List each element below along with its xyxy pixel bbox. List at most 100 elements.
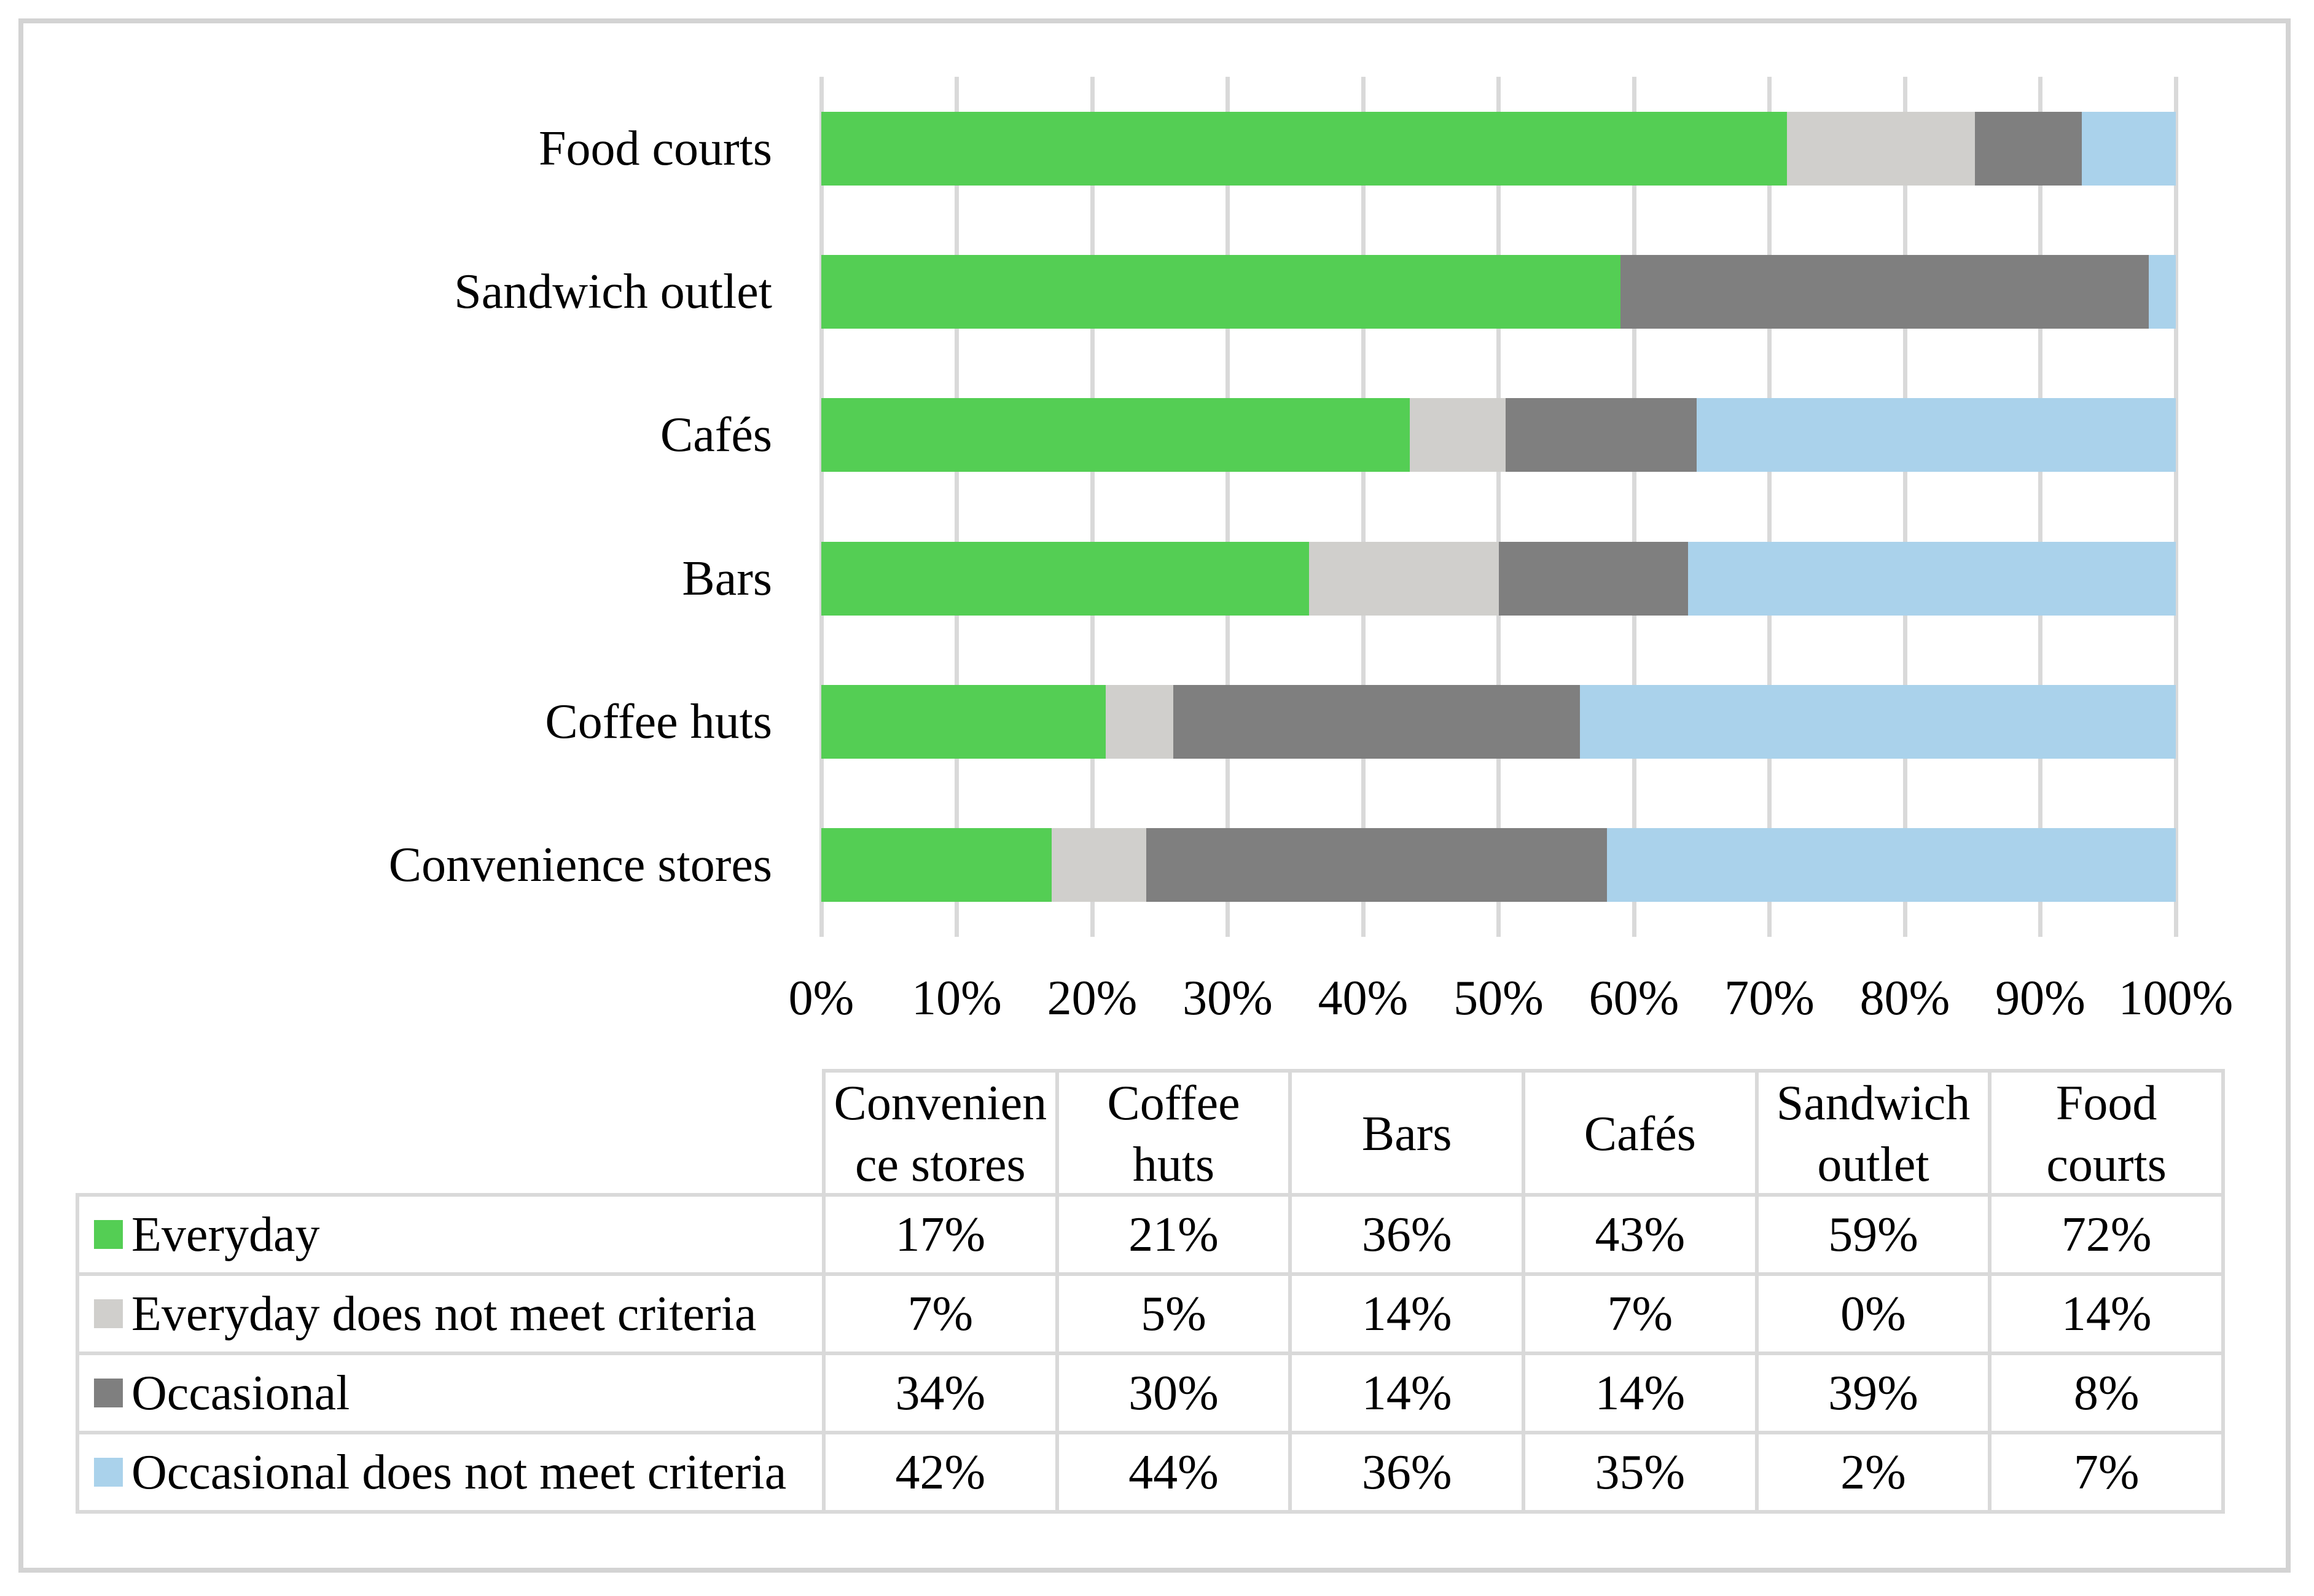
bar-segment-everyday [821,541,1309,616]
bar-segment-everyday-does-not-meet-criteria [1051,828,1147,902]
legend-cell-everyday-does-not-meet-criteria: Everyday does not meet criteria [79,1276,822,1352]
bar-row: Sandwich outlet [0,220,2176,363]
table-header-cell: Cafés [1525,1073,1755,1195]
gridline [1496,77,1501,937]
table-value-cell: 14% [1525,1355,1755,1431]
table-value-cell: 7% [1525,1276,1755,1352]
table-header-cell: Food courts [1992,1073,2221,1195]
x-axis-tick-label: 30% [1182,971,1273,1025]
table-header-cell: Coffee huts [1058,1073,1289,1195]
bar-row: Coffee huts [0,650,2176,793]
x-axis-tick-label: 70% [1724,971,1815,1025]
stacked-bar [821,111,2176,186]
bar-segment-occasional [1173,684,1580,759]
x-axis-tick-label: 100% [2118,971,2234,1025]
category-label: Bars [682,551,772,606]
bar-segment-occasional [1498,541,1689,616]
legend-swatch-everyday-does-not-meet-criteria [94,1299,123,1328]
table-header-line: Coffee [1107,1076,1240,1130]
gridline [1361,77,1366,937]
x-axis-tick-label: 50% [1453,971,1544,1025]
gridline [1767,77,1772,937]
table-header-line: Cafés [1584,1107,1696,1161]
gridline [1632,77,1636,937]
bar-segment-occasional-does-not-meet-criteria [1579,684,2176,759]
data-table-body: Everyday 17% 21% 36% 43% 59% 72% Everyday does … [76,1193,2225,1514]
legend-cell-occasional: Occasional [79,1355,822,1431]
category-label: Food courts [539,121,772,176]
gridline [819,77,824,937]
bar-segment-everyday [821,828,1052,902]
legend-label: Everyday does not meet criteria [131,1286,757,1341]
gridline [1090,77,1095,937]
x-axis-tick-label: 40% [1318,971,1409,1025]
table-header-line: ce stores [855,1138,1026,1192]
table-header-cell: Sandwich outlet [1758,1073,1988,1195]
data-table-header-row: Convenien ce stores Coffee huts Bars Cafés San… [822,1069,2225,1195]
bar-segment-occasional-does-not-meet-criteria [1697,398,2176,472]
table-value-cell: 30% [1058,1355,1289,1431]
table-header-cell: Convenien ce stores [826,1073,1055,1195]
table-value-cell: 39% [1758,1355,1988,1431]
table-value-cell: 43% [1525,1197,1755,1272]
bar-row: Convenience stores [0,794,2176,937]
gridline [955,77,959,937]
bar-segment-everyday [821,398,1410,472]
stacked-bar [821,541,2176,616]
gridline [2173,77,2178,937]
stacked-bar [821,828,2176,902]
table-header-cell: Bars [1292,1073,1522,1195]
stacked-bar [821,684,2176,759]
table-header-line: Food [2055,1076,2157,1130]
x-axis-tick-label: 20% [1047,971,1138,1025]
category-label: Convenience stores [388,838,772,893]
table-value-cell: 14% [1992,1276,2221,1352]
bar-segment-everyday-does-not-meet-criteria [1409,398,1506,472]
bar-segment-occasional-does-not-meet-criteria [1688,541,2176,616]
bar-segment-occasional [1974,111,2082,186]
bar-row: Cafés [0,364,2176,507]
bar-segment-occasional [1620,254,2149,329]
table-value-cell: 36% [1292,1434,1522,1510]
bar-segment-everyday-does-not-meet-criteria [1308,541,1499,616]
category-label: Cafés [660,408,772,463]
legend-swatch-occasional-does-not-meet-criteria [94,1458,123,1487]
bar-segment-everyday [821,111,1787,186]
legend-label: Everyday [131,1207,320,1262]
table-value-cell: 7% [826,1276,1055,1352]
bar-row: Food courts [0,77,2176,220]
bar-segment-occasional-does-not-meet-criteria [2148,254,2176,329]
table-value-cell: 14% [1292,1355,1522,1431]
bar-segment-occasional-does-not-meet-criteria [1606,828,2176,902]
bar-segment-occasional [1146,828,1607,902]
bar-segment-everyday [821,254,1620,329]
bar-segment-everyday [821,684,1106,759]
table-value-cell: 21% [1058,1197,1289,1272]
legend-cell-occasional-does-not-meet-criteria: Occasional does not meet criteria [79,1434,822,1510]
bar-row: Bars [0,507,2176,650]
table-value-cell: 17% [826,1197,1055,1272]
table-header-line: huts [1132,1138,1215,1192]
gridline [1902,77,1907,937]
table-value-cell: 14% [1292,1276,1522,1352]
table-header-line: Sandwich [1776,1076,1971,1130]
table-value-cell: 8% [1992,1355,2221,1431]
table-header-line: Convenien [834,1076,1047,1130]
bar-segment-everyday-does-not-meet-criteria [1786,111,1975,186]
table-value-cell: 59% [1758,1197,1988,1272]
x-axis-tick-label: 0% [788,971,854,1025]
legend-cell-everyday: Everyday [79,1197,822,1272]
x-axis-tick-label: 90% [1995,971,2085,1025]
gridline [1225,77,1230,937]
table-value-cell: 0% [1758,1276,1988,1352]
bar-segment-occasional [1505,398,1697,472]
table-value-cell: 7% [1992,1434,2221,1510]
stacked-bar [821,398,2176,472]
table-value-cell: 35% [1525,1434,1755,1510]
x-axis-tick-label: 10% [912,971,1002,1025]
table-value-cell: 42% [826,1434,1055,1510]
bar-segment-everyday-does-not-meet-criteria [1106,684,1174,759]
category-label: Coffee huts [545,694,772,749]
table-value-cell: 44% [1058,1434,1289,1510]
